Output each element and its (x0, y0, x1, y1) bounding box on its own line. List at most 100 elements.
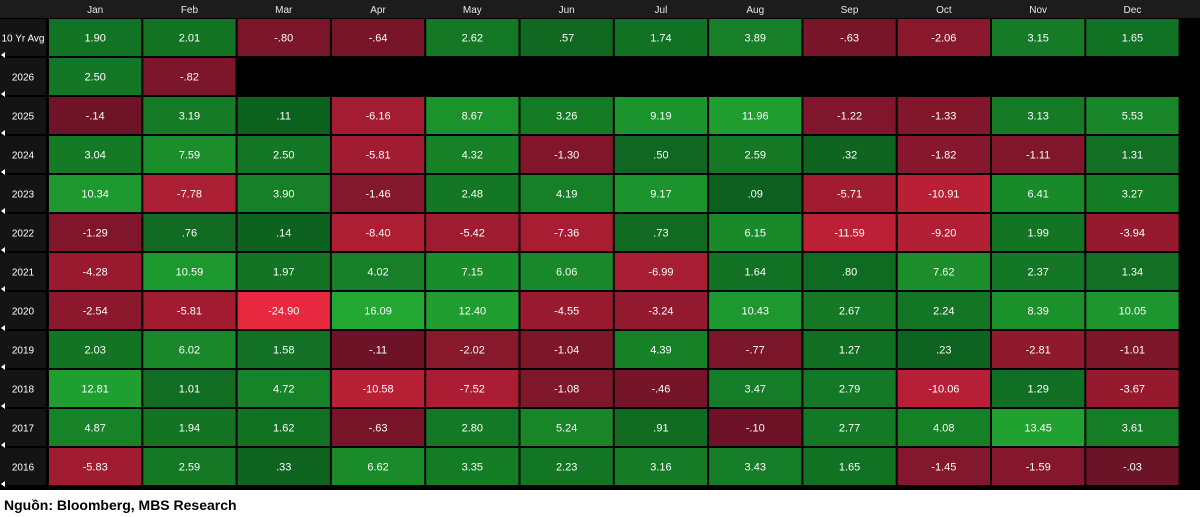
row-marker (1, 481, 5, 487)
cell-value: -.14 (86, 111, 105, 123)
heatmap-cell (803, 370, 896, 407)
heatmap-cell (520, 136, 613, 173)
cell-value: 1.34 (1122, 267, 1143, 279)
column-header-aug: Aug (746, 5, 764, 16)
row-label: 2025 (12, 112, 35, 123)
heatmap-cell (803, 448, 896, 485)
heatmap-cell (520, 409, 613, 446)
cell-value: 2.01 (179, 33, 200, 45)
cell-value: 2.50 (273, 150, 294, 162)
cell-value: -6.99 (648, 267, 673, 279)
cell-value: -1.29 (83, 228, 108, 240)
row-marker (1, 403, 5, 409)
cell-value: 9.17 (650, 189, 671, 201)
cell-value: 1.62 (273, 423, 294, 435)
cell-value: 5.24 (556, 423, 577, 435)
cell-value: .09 (748, 189, 763, 201)
heatmap-cell (992, 292, 1085, 329)
cell-value: -5.81 (177, 306, 202, 318)
cell-value: 1.64 (745, 267, 766, 279)
cell-value: -6.16 (366, 111, 391, 123)
heatmap-cell (1086, 331, 1179, 368)
heatmap-cell (992, 331, 1085, 368)
cell-value: 5.53 (1122, 111, 1143, 123)
cell-value: -5.42 (460, 228, 485, 240)
cell-value: 4.32 (462, 150, 483, 162)
heatmap-cell (426, 292, 519, 329)
column-header-mar: Mar (275, 5, 293, 16)
heatmap-cell (426, 97, 519, 134)
heatmap-cell (237, 136, 330, 173)
heatmap-cell (143, 19, 236, 56)
heatmap-cell (803, 97, 896, 134)
cell-value: 3.15 (1027, 33, 1048, 45)
heatmap-cell (520, 370, 613, 407)
cell-value: -2.02 (460, 345, 485, 357)
cell-value: 3.27 (1122, 189, 1143, 201)
cell-value: -8.40 (366, 228, 391, 240)
heatmap-cell (803, 253, 896, 290)
cell-value: 11.96 (742, 111, 769, 123)
heatmap-cell (143, 409, 236, 446)
cell-value: -1.22 (837, 111, 862, 123)
cell-value: -7.78 (177, 189, 202, 201)
heatmap-cell (237, 448, 330, 485)
heatmap-cell (237, 409, 330, 446)
cell-value: 3.26 (556, 111, 577, 123)
heatmap-cell (992, 214, 1085, 251)
cell-value: -.46 (651, 384, 670, 396)
cell-value: 6.41 (1027, 189, 1048, 201)
row-label-bg (0, 448, 46, 485)
heatmap-cell (331, 97, 425, 134)
heatmap-cell (237, 175, 330, 212)
row-label: 2020 (12, 307, 35, 318)
heatmap-cell (426, 331, 519, 368)
cell-value: -1.04 (554, 345, 579, 357)
heatmap-cell (897, 331, 990, 368)
heatmap-cell (897, 175, 990, 212)
heatmap-cell (49, 253, 142, 290)
row-marker (1, 364, 5, 370)
cell-value: -4.55 (554, 306, 579, 318)
column-header-jun: Jun (559, 5, 575, 16)
cell-value: -.64 (369, 33, 388, 45)
cell-value: 1.27 (839, 345, 860, 357)
cell-value: 3.16 (650, 462, 671, 474)
heatmap-cell (992, 136, 1085, 173)
heatmap-cell (143, 292, 236, 329)
heatmap-cell (1086, 253, 1179, 290)
cell-value: .91 (653, 423, 668, 435)
cell-value: -10.58 (362, 384, 393, 396)
cell-value: 4.72 (273, 384, 294, 396)
heatmap-cell (426, 214, 519, 251)
cell-value: 2.59 (179, 462, 200, 474)
cell-value: -1.08 (554, 384, 579, 396)
cell-value: -5.71 (837, 189, 862, 201)
heatmap-cell (709, 448, 802, 485)
cell-value: .80 (842, 267, 857, 279)
heatmap-cell (1086, 409, 1179, 446)
row-marker (1, 130, 5, 136)
row-marker (1, 91, 5, 97)
row-label-bg (0, 19, 46, 56)
cell-value: 10.43 (741, 306, 769, 318)
row-label-bg (0, 58, 46, 95)
cell-value: 1.31 (1122, 150, 1143, 162)
cell-value: .14 (276, 228, 291, 240)
heatmap-cell (803, 175, 896, 212)
heatmap-cell (803, 136, 896, 173)
heatmap-cell (1086, 19, 1179, 56)
cell-value: -1.59 (1026, 462, 1051, 474)
heatmap-cell (709, 331, 802, 368)
row-marker (1, 442, 5, 448)
column-header-oct: Oct (936, 5, 952, 16)
heatmap-cell (143, 448, 236, 485)
heatmap-cell (49, 331, 142, 368)
row-label-bg (0, 370, 46, 407)
row-label: 2017 (12, 424, 35, 435)
heatmap-cell (709, 292, 802, 329)
heatmap-cell (614, 19, 708, 56)
cell-value: .73 (653, 228, 668, 240)
heatmap-cell (426, 136, 519, 173)
heatmap-cell (614, 331, 708, 368)
